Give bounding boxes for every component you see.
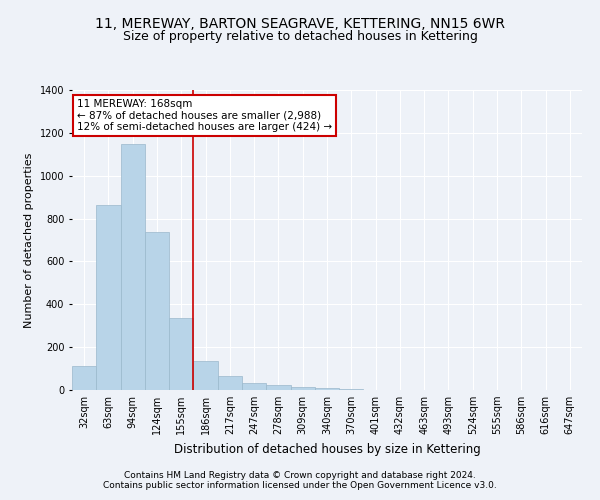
Bar: [339, 388, 364, 390]
X-axis label: Distribution of detached houses by size in Kettering: Distribution of detached houses by size …: [173, 442, 481, 456]
Y-axis label: Number of detached properties: Number of detached properties: [24, 152, 34, 328]
Bar: [218, 376, 242, 390]
Text: Size of property relative to detached houses in Kettering: Size of property relative to detached ho…: [122, 30, 478, 43]
Text: 11, MEREWAY, BARTON SEAGRAVE, KETTERING, NN15 6WR: 11, MEREWAY, BARTON SEAGRAVE, KETTERING,…: [95, 18, 505, 32]
Bar: [290, 387, 315, 390]
Bar: [72, 366, 96, 390]
Bar: [315, 388, 339, 390]
Bar: [96, 205, 121, 390]
Text: 11 MEREWAY: 168sqm
← 87% of detached houses are smaller (2,988)
12% of semi-deta: 11 MEREWAY: 168sqm ← 87% of detached hou…: [77, 99, 332, 132]
Bar: [193, 361, 218, 390]
Text: Contains public sector information licensed under the Open Government Licence v3: Contains public sector information licen…: [103, 481, 497, 490]
Bar: [266, 386, 290, 390]
Bar: [145, 232, 169, 390]
Text: Contains HM Land Registry data © Crown copyright and database right 2024.: Contains HM Land Registry data © Crown c…: [124, 471, 476, 480]
Bar: [242, 382, 266, 390]
Bar: [169, 318, 193, 390]
Bar: [121, 144, 145, 390]
